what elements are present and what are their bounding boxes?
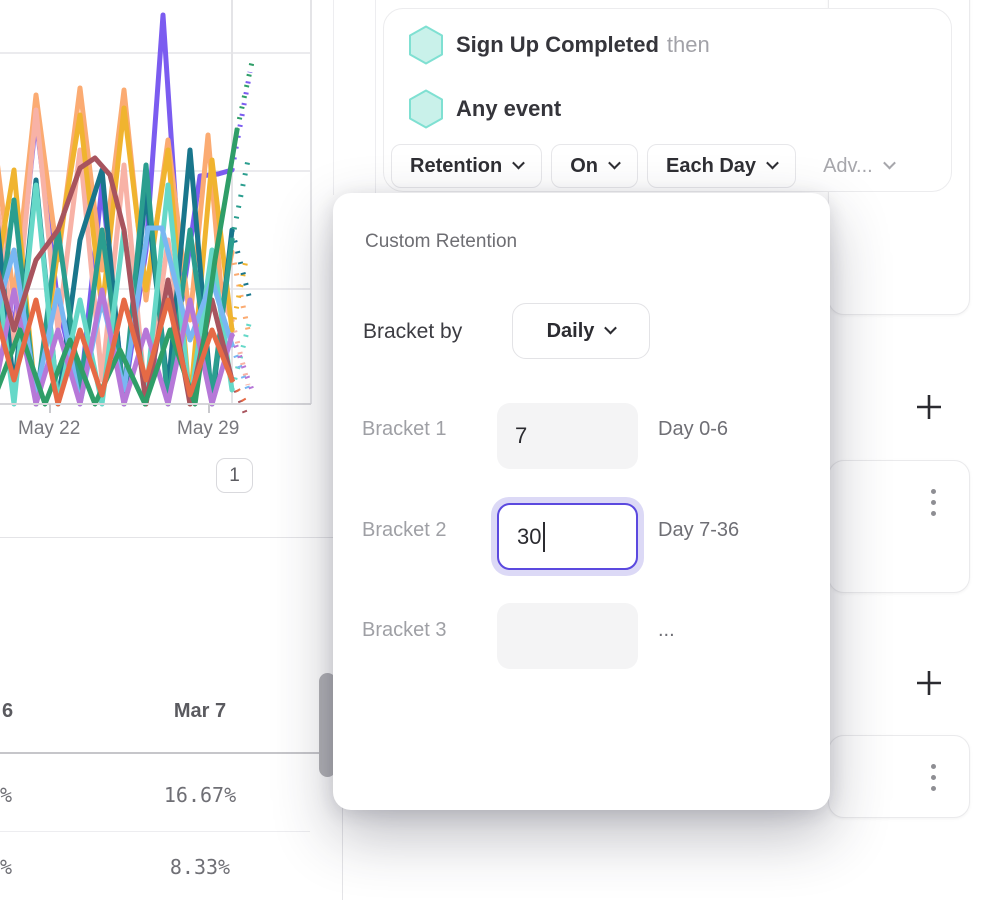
dropdown-label: Each Day xyxy=(666,154,757,177)
chevron-down-icon xyxy=(882,156,896,170)
interval-dropdown[interactable]: Each Day xyxy=(647,144,797,188)
bracket-2-input[interactable]: 30 xyxy=(497,503,638,570)
table-row-rule xyxy=(0,831,310,832)
hexagon-icon xyxy=(409,89,443,129)
bracket-1-range: Day 0-6 xyxy=(658,418,729,440)
bracket-1-input[interactable]: 7 xyxy=(497,403,638,469)
retention-line-chart xyxy=(0,0,332,470)
text-caret xyxy=(543,521,546,552)
chevron-down-icon xyxy=(512,156,526,170)
dropdown-label: Daily xyxy=(546,319,595,342)
table-header-partial: 6 xyxy=(2,700,14,722)
table-cell-partial: % xyxy=(0,783,13,807)
add-report-button[interactable] xyxy=(913,391,945,423)
report-card[interactable] xyxy=(828,735,970,818)
bracket-2-range: Day 7-36 xyxy=(658,519,740,541)
bracket-3-range: ... xyxy=(658,619,675,641)
pagination-page-1-button[interactable]: 1 xyxy=(216,458,253,493)
chevron-down-icon xyxy=(608,156,621,170)
table-header-mar7: Mar 7 xyxy=(173,700,227,722)
event-name[interactable]: Any event xyxy=(456,96,562,121)
event-name[interactable]: Sign Up Completed xyxy=(456,32,659,57)
input-value: 7 xyxy=(515,423,528,448)
modal-title: Custom Retention xyxy=(365,231,518,252)
event-step-row[interactable]: Sign Up Completed then xyxy=(408,25,710,65)
chevron-down-icon xyxy=(766,156,779,170)
advanced-dropdown[interactable]: Adv... xyxy=(823,154,896,178)
bracket-3-input[interactable] xyxy=(497,603,638,669)
add-report-button[interactable] xyxy=(913,667,945,699)
table-cell-value: 8.33% xyxy=(169,855,231,879)
dropdown-label: On xyxy=(570,154,598,177)
vertical-scrollbar-thumb[interactable] xyxy=(319,673,336,777)
event-step-row[interactable]: Any event xyxy=(408,89,561,129)
more-options-icon[interactable] xyxy=(931,489,936,516)
more-options-icon[interactable] xyxy=(931,764,936,791)
retention-criteria-dropdown[interactable]: On xyxy=(551,144,638,188)
chevron-down-icon xyxy=(604,321,618,335)
measurement-dropdown[interactable]: Retention xyxy=(391,144,543,188)
bracket-by-label: Bracket by xyxy=(363,320,463,343)
table-header-rule xyxy=(0,752,322,754)
bracket-2-focus-ring: 30 xyxy=(491,497,644,576)
input-value: 30 xyxy=(517,523,542,549)
table-cell-value: 16.67% xyxy=(163,783,237,807)
bracket-3-label: Bracket 3 xyxy=(362,619,447,641)
plus-icon xyxy=(917,671,941,695)
panel-divider xyxy=(0,537,346,538)
line-chart-svg xyxy=(0,0,312,421)
retention-query-card: Sign Up Completed then Any event Retentio… xyxy=(383,8,952,192)
granularity-dropdown[interactable]: Daily xyxy=(512,303,650,359)
bracket-1-label: Bracket 1 xyxy=(362,418,447,440)
report-card[interactable] xyxy=(828,460,970,593)
plus-icon xyxy=(917,395,941,419)
hexagon-icon xyxy=(409,25,443,65)
custom-retention-modal: Custom Retention Bracket by Daily Bracke… xyxy=(333,193,830,810)
dropdown-label: Adv... xyxy=(823,154,873,177)
table-cell-partial: % xyxy=(0,855,13,879)
x-axis-tick-label: May 22 xyxy=(18,418,81,439)
event-suffix: then xyxy=(666,32,710,57)
bracket-2-label: Bracket 2 xyxy=(362,519,447,541)
table-column-border xyxy=(342,806,343,900)
dropdown-label: Retention xyxy=(410,154,503,177)
panel-border xyxy=(375,0,376,193)
measurement-controls-row: Retention On Each Day Adv... xyxy=(391,144,896,188)
panel-border xyxy=(333,0,334,195)
x-axis-tick-label: May 29 xyxy=(177,418,240,439)
